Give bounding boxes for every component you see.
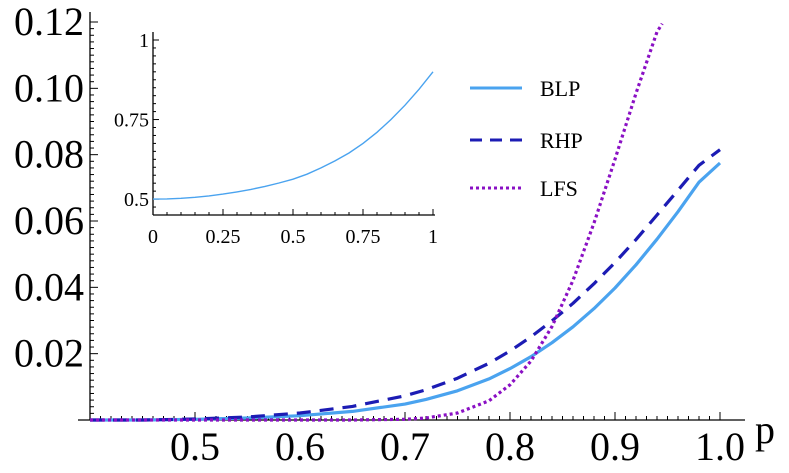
x-tick-label: 0.6 (275, 424, 325, 469)
y-tick-label: 0.08 (14, 132, 84, 177)
y-tick-label: 0.04 (14, 264, 84, 309)
series-line-rhp (90, 148, 721, 422)
x-tick-label: 0.9 (590, 424, 640, 469)
inset-y-tick-label: 0.75 (114, 110, 149, 132)
x-tick-label: 1.0 (695, 424, 745, 469)
inset-y-tick-label: 1 (139, 30, 149, 52)
main-series-group (90, 22, 722, 422)
inset-x-tick-label: 0 (148, 226, 158, 248)
inset-x-tick-label: 0.75 (346, 226, 381, 248)
y-tick-label: 0.06 (14, 198, 84, 243)
x-tick-label: 0.8 (485, 424, 535, 469)
inset-chart: 0.5 0.75 1 0 0.25 0.5 0.75 1 (114, 30, 438, 248)
x-tick-label: 0.5 (170, 424, 220, 469)
y-tick-label: 0.02 (14, 331, 84, 376)
inset-x-tick-label: 0.25 (206, 226, 241, 248)
legend: BLP RHP LFS (470, 76, 583, 201)
inset-y-tick-label: 0.5 (124, 189, 149, 211)
legend-label-rhp: RHP (540, 128, 583, 153)
legend-label-lfs: LFS (540, 176, 578, 201)
series-line-lfs (90, 22, 664, 422)
series-line-blp (90, 161, 722, 422)
y-tick-label: 0.12 (14, 0, 84, 44)
main-axes: 0.02 0.04 0.06 0.08 0.10 0.12 0.5 0.6 0.7 0.8 0.9 1… (14, 0, 775, 469)
inset-x-tick-label: 1 (428, 226, 438, 248)
x-tick-label: 0.7 (380, 424, 430, 469)
y-tick-label: 0.10 (14, 65, 84, 110)
inset-series-line (152, 71, 434, 200)
legend-label-blp: BLP (540, 76, 580, 101)
inset-x-tick-label: 0.5 (281, 226, 306, 248)
x-axis-label: p (755, 407, 775, 452)
